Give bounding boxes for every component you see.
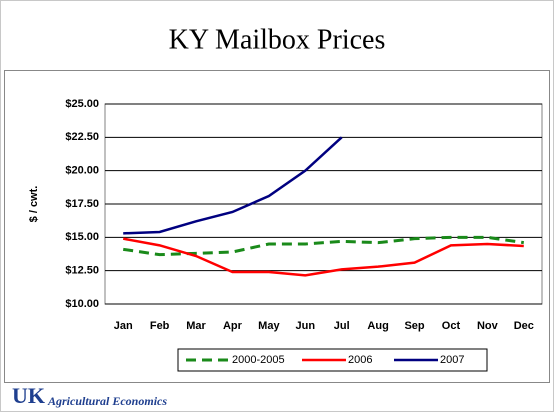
y-axis-label: $ / cwt.: [28, 186, 40, 223]
x-tick-label: Jul: [334, 320, 350, 332]
x-tick-label: Jun: [296, 320, 316, 332]
legend-label: 2006: [348, 354, 372, 366]
y-tick-label: $10.00: [65, 298, 99, 310]
x-tick-label: Dec: [514, 320, 534, 332]
x-tick-label: Jan: [114, 320, 133, 332]
y-tick-label: $25.00: [65, 98, 99, 110]
x-tick-label: Aug: [367, 320, 388, 332]
y-tick-label: $12.50: [65, 265, 99, 277]
y-tick-label: $15.00: [65, 231, 99, 243]
footer-logo: UK: [12, 383, 45, 408]
legend-label: 2007: [440, 354, 464, 366]
y-tick-label: $22.50: [65, 131, 99, 143]
x-tick-label: Oct: [442, 320, 461, 332]
x-tick-label: Sep: [404, 320, 424, 332]
series-line: [122, 237, 524, 277]
x-tick-label: Nov: [477, 320, 499, 332]
chart-title: KY Mailbox Prices: [169, 24, 386, 55]
x-tick-label: May: [258, 320, 280, 332]
y-tick-label: $17.50: [65, 198, 99, 210]
x-tick-label: Mar: [186, 320, 206, 332]
footer-text: Agricultural Economics: [47, 394, 167, 408]
x-tick-label: Apr: [223, 320, 243, 332]
series-line: [123, 136, 343, 235]
legend-label: 2000-2005: [232, 354, 285, 366]
y-tick-label: $20.00: [65, 165, 99, 177]
x-tick-label: Feb: [150, 320, 170, 332]
